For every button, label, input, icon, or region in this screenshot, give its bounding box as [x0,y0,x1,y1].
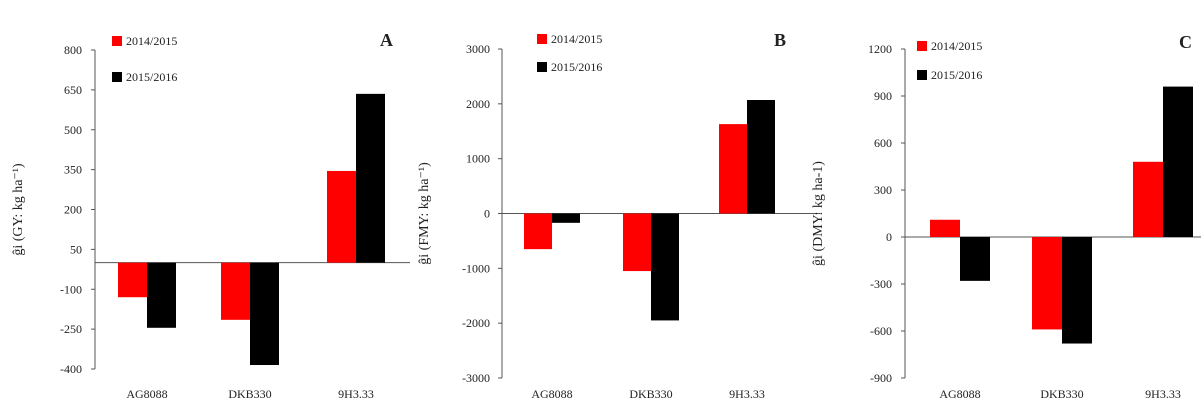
category-label: 9H3.33 [729,387,765,401]
legend-swatch [917,70,927,80]
y-axis-title: ĝi (GY: kg ha⁻¹) [11,163,26,256]
y-tick-label: 2000 [466,97,490,111]
y-tick-label: -900 [870,371,892,385]
y-tick-label: 3000 [466,42,490,56]
y-tick-label: 500 [64,123,82,137]
legend-label: 2014/2015 [126,34,177,48]
bar-DKB330-2014/2015 [623,213,651,272]
y-tick-label: 0 [484,207,490,221]
legend-label: 2014/2015 [551,32,602,46]
bar-DKB330-2015/2016 [1062,237,1092,344]
y-tick-label: -400 [60,362,82,376]
bar-DKB330-2015/2016 [250,262,279,366]
legend-swatch [537,62,547,72]
y-axis-title: ĝi (FMY: kg ha⁻¹) [417,162,432,265]
bar-AG8088-2014/2015 [118,262,147,298]
panel-label: A [380,30,393,50]
y-tick-label: 900 [874,89,892,103]
y-tick-label: 600 [874,136,892,150]
panel-label: C [1179,32,1192,52]
y-tick-label: -100 [60,282,82,296]
category-label: DKB330 [629,387,672,401]
category-label: AG8088 [531,387,572,401]
legend-label: 2014/2015 [931,39,982,53]
chart-panel-A: 800 650 500 350 200 50 -100 -250 -400 AG8088 DKB33… [11,30,410,401]
y-tick-label: -2000 [462,316,490,330]
bar-9H3.33-2014/2015 [1133,161,1163,237]
category-label: DKB330 [228,387,271,401]
bar-9H3.33-2014/2015 [719,124,747,214]
bar-9H3.33-2015/2016 [1163,86,1193,237]
y-tick-label: -300 [870,277,892,291]
y-tick-label: 0 [886,230,892,244]
legend-swatch [112,72,122,82]
category-label: DKB330 [1040,387,1083,401]
y-tick-label: 300 [874,183,892,197]
y-tick-label: 800 [64,43,82,57]
legend-label: 2015/2016 [551,60,602,74]
bar-9H3.33-2015/2016 [747,99,775,214]
bar-AG8088-2014/2015 [930,219,960,237]
bar-AG8088-2014/2015 [524,213,552,250]
y-axis-title: ĝi (DMY: kg ha-1) [811,161,826,266]
y-tick-label: 350 [64,163,82,177]
y-tick-label: 50 [70,242,82,256]
bar-DKB330-2014/2015 [1032,237,1062,330]
bar-AG8088-2015/2016 [147,262,176,328]
y-tick-label: -3000 [462,371,490,385]
panel-label: B [774,30,786,50]
bar-AG8088-2015/2016 [960,237,990,281]
y-tick-label: 1200 [868,42,892,56]
bar-DKB330-2015/2016 [651,213,679,321]
category-label: AG8088 [126,387,167,401]
category-label: AG8088 [939,387,980,401]
y-tick-label: -1000 [462,261,490,275]
legend-swatch [917,41,927,51]
legend-label: 2015/2016 [931,68,982,82]
bar-AG8088-2015/2016 [552,213,580,223]
y-tick-label: 650 [64,83,82,97]
chart-panel-C: 1200 900 600 300 0 -300 -600 -900 AG8088 DKB330 9H… [811,32,1201,401]
chart-panel-B: 3000 2000 1000 0 -1000 -2000 -3000 AG8088 DKB330… [417,30,820,401]
bar-9H3.33-2014/2015 [327,170,356,263]
y-tick-label: 1000 [466,152,490,166]
y-tick-label: -250 [60,322,82,336]
legend-swatch [537,34,547,44]
legend-swatch [112,36,122,46]
category-label: 9H3.33 [1145,387,1181,401]
category-label: 9H3.33 [338,387,374,401]
y-tick-label: 200 [64,203,82,217]
y-tick-label: -600 [870,324,892,338]
legend-label: 2015/2016 [126,70,177,84]
bar-9H3.33-2015/2016 [356,93,385,263]
bar-DKB330-2014/2015 [221,262,250,320]
